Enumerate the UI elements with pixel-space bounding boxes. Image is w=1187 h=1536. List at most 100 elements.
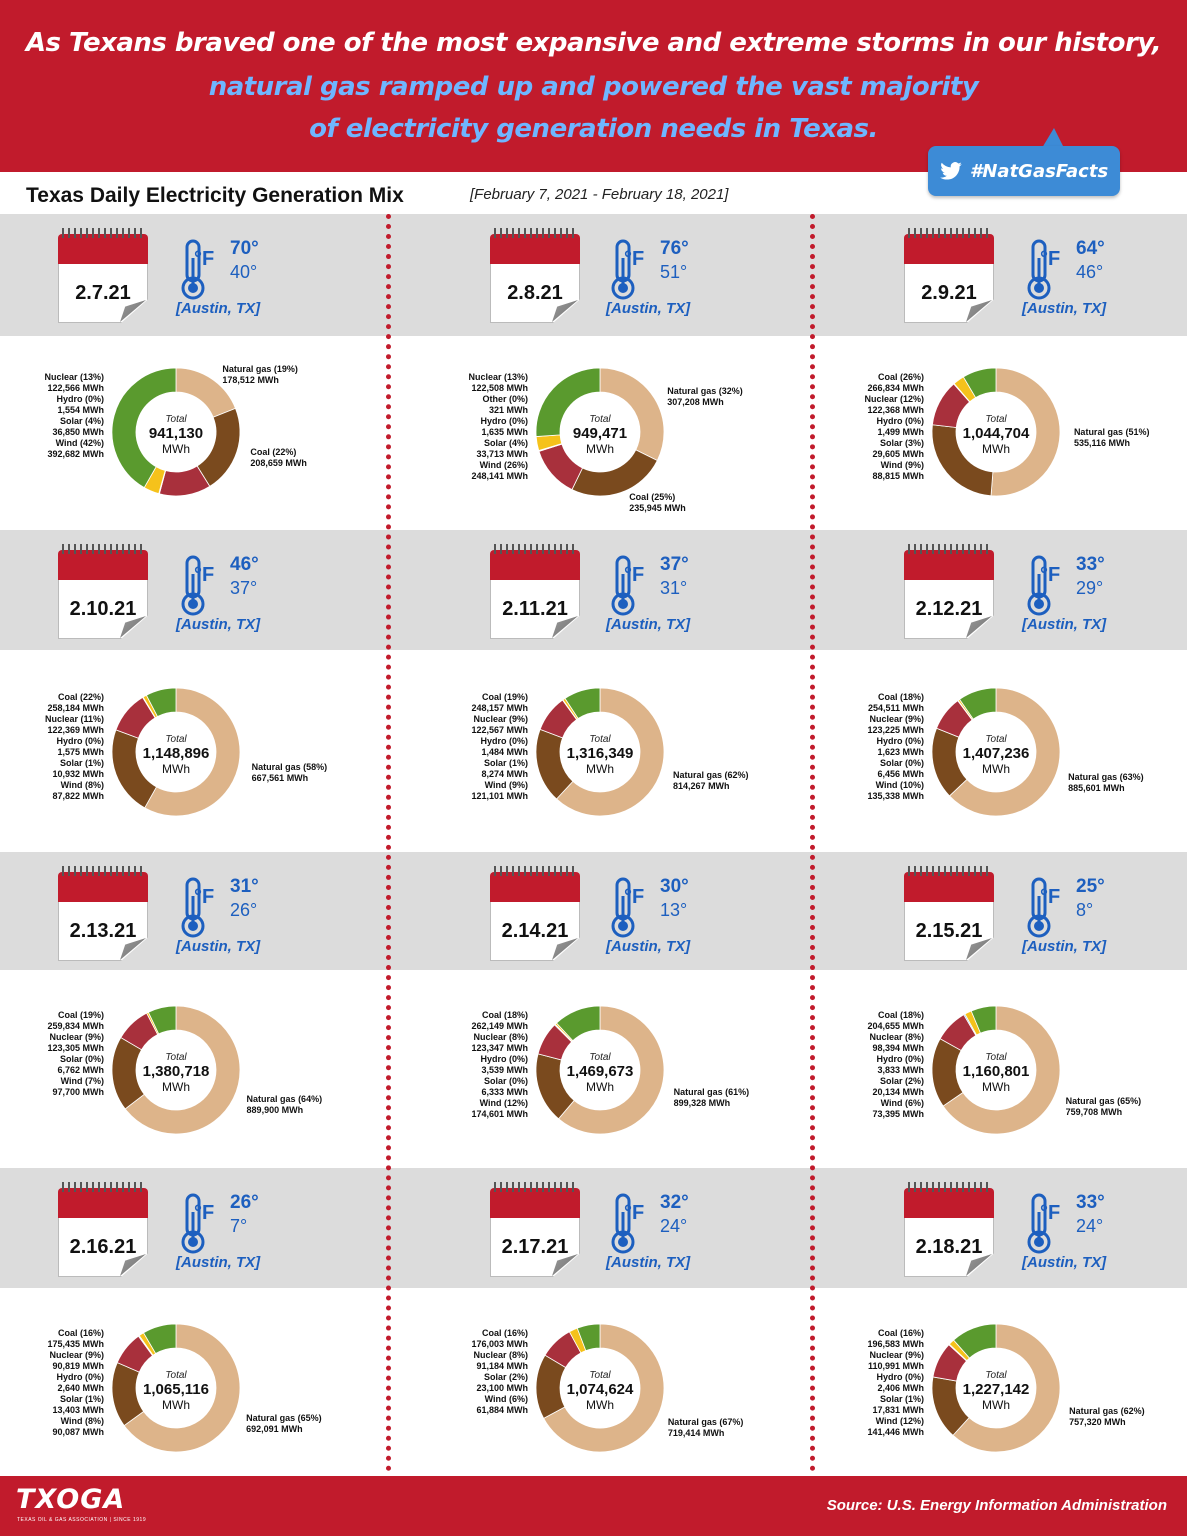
slice-label-value: 123,305 MWh (47, 1043, 104, 1053)
slice-label-coal: Coal (18%) 254,511 MWh (868, 692, 924, 714)
thermometer-icon (1027, 877, 1051, 938)
calendar-rings (908, 228, 990, 238)
slice-wind (555, 1005, 601, 1042)
slice-label-hydro: Hydro (0%) 1,484 MWh (480, 736, 528, 758)
slice-label-wind: Wind (8%) 90,087 MWh (52, 1416, 104, 1438)
slice-label-name: Hydro (0%) (480, 736, 528, 746)
total-label: Total (589, 1052, 611, 1063)
slice-label-value: 307,208 MWh (667, 397, 724, 408)
slice-label-name: Natural gas (62%) (673, 770, 749, 781)
slice-label-value: 2,640 MWh (57, 1383, 104, 1393)
location-label: [Austin, TX] (1022, 616, 1107, 633)
total-value: 1,227,142 (963, 1381, 1030, 1398)
thermometer-icon (181, 555, 205, 616)
slice-label-value: 6,333 MWh (481, 1087, 528, 1097)
slice-label-name: Hydro (0%) (876, 1372, 924, 1382)
total-value: 1,044,704 (963, 425, 1030, 442)
slice-wind (962, 367, 997, 399)
slice-label-hydro: Hydro (0%) 1,554 MWh (56, 394, 104, 416)
slice-label-value: 1,575 MWh (57, 747, 104, 757)
slice-label-nuclear: Nuclear (9%) 90,819 MWh (49, 1350, 104, 1372)
slice-wind (959, 687, 997, 720)
slice-label-value: 899,328 MWh (673, 1097, 731, 1108)
slice-label-name: Hydro (0%) (56, 1372, 104, 1382)
slice-label-coal: Coal (25%) 235,945 MWh (629, 492, 686, 514)
total-value: 1,407,236 (963, 745, 1030, 762)
slice-label-value: 2,406 MWh (877, 1383, 924, 1393)
slice-label-name: Wind (9%) (880, 460, 924, 470)
slice-label-natural-gas: Natural gas (62%) 757,320 MWh (1069, 1406, 1145, 1428)
thermometer-icon (181, 877, 205, 938)
slice-label-value: 3,539 MWh (481, 1065, 528, 1075)
slice-label-hydro: Hydro (0%) 1,575 MWh (56, 736, 104, 758)
slice-label-name: Solar (1%) (483, 758, 528, 768)
calendar-icon: 2.9.21 (904, 228, 994, 324)
slice-label-value: 757,320 MWh (1069, 1416, 1126, 1427)
slice-label-hydro: Hydro (0%) 3,833 MWh (876, 1054, 924, 1076)
slice-natural-gas (557, 1005, 665, 1135)
calendar-icon: 2.11.21 (490, 544, 580, 640)
slice-label-coal: Coal (18%) 262,149 MWh (471, 1010, 528, 1032)
calendar-rings (62, 544, 144, 554)
header-banner (0, 0, 1187, 172)
slice-label-value: 13,403 MWh (52, 1405, 104, 1415)
slice-label-natural-gas: Natural gas (65%) 692,091 MWh (246, 1413, 322, 1435)
thermometer-icon (611, 239, 635, 300)
total-value: 1,380,718 (143, 1063, 210, 1080)
slice-label-value: 90,819 MWh (52, 1361, 104, 1371)
slice-label-value: 122,566 MWh (47, 383, 104, 393)
slice-label-value: 8,274 MWh (481, 769, 528, 779)
calendar-date: 2.15.21 (904, 902, 994, 961)
slice-label-solar: Solar (1%) 13,403 MWh (52, 1394, 104, 1416)
thermometer-icon (181, 1193, 205, 1254)
headline-line-3: of electricity generation needs in Texas… (309, 114, 878, 144)
slice-label-name: Nuclear (8%) (869, 1032, 924, 1042)
calendar-rings (494, 544, 576, 554)
location-label: [Austin, TX] (606, 616, 691, 633)
slice-label-wind: Wind (26%) 248,141 MWh (471, 460, 528, 482)
calendar-icon: 2.7.21 (58, 228, 148, 324)
calendar-header (58, 234, 148, 264)
slice-label-nuclear: Nuclear (8%) 98,394 MWh (869, 1032, 924, 1054)
calendar-header (904, 1188, 994, 1218)
slice-label-value: 692,091 MWh (246, 1423, 303, 1434)
total-unit: MWh (162, 1398, 190, 1412)
slice-label-value: 885,601 MWh (1068, 783, 1125, 794)
thermometer-icon (1027, 555, 1051, 616)
calendar-date: 2.14.21 (490, 902, 580, 961)
calendar-icon: 2.15.21 (904, 866, 994, 962)
calendar-date: 2.11.21 (490, 580, 580, 639)
slice-label-value: 141,446 MWh (867, 1427, 924, 1437)
slice-label-other: Other (0%) 321 MWh (482, 394, 528, 416)
slice-label-value: 1,499 MWh (877, 427, 924, 437)
calendar-date: 2.17.21 (490, 1218, 580, 1277)
slice-natural-gas (144, 687, 241, 817)
hashtag-bubble-tail (1042, 128, 1064, 148)
slice-label-name: Coal (18%) (877, 1010, 924, 1020)
txoga-logo: TXOGA (16, 1484, 126, 1515)
slice-label-name: Hydro (0%) (876, 736, 924, 746)
calendar-header (490, 550, 580, 580)
temperature-unit: °F (1040, 1202, 1061, 1224)
temperature-unit: °F (194, 248, 215, 270)
slice-label-value: 110,991 MWh (867, 1361, 924, 1371)
high-temperature: 30° (660, 876, 689, 897)
slice-natural-gas (952, 1323, 1061, 1453)
slice-label-name: Natural gas (32%) (667, 386, 743, 397)
slice-label-name: Coal (18%) (481, 1010, 528, 1020)
hashtag-badge[interactable]: #NatGasFacts (928, 146, 1120, 196)
slice-label-value: 258,184 MWh (47, 703, 104, 713)
slice-label-value: 122,567 MWh (471, 725, 528, 735)
calendar-header (58, 872, 148, 902)
total-unit: MWh (982, 442, 1010, 456)
location-label: [Austin, TX] (1022, 1254, 1107, 1271)
slice-label-value: 814,267 MWh (673, 781, 730, 792)
slice-label-name: Wind (26%) (479, 460, 528, 470)
calendar-date: 2.7.21 (58, 264, 148, 323)
slice-label-name: Nuclear (9%) (869, 714, 924, 724)
slice-label-name: Coal (22%) (250, 446, 297, 457)
slice-label-name: Hydro (0%) (56, 394, 104, 404)
